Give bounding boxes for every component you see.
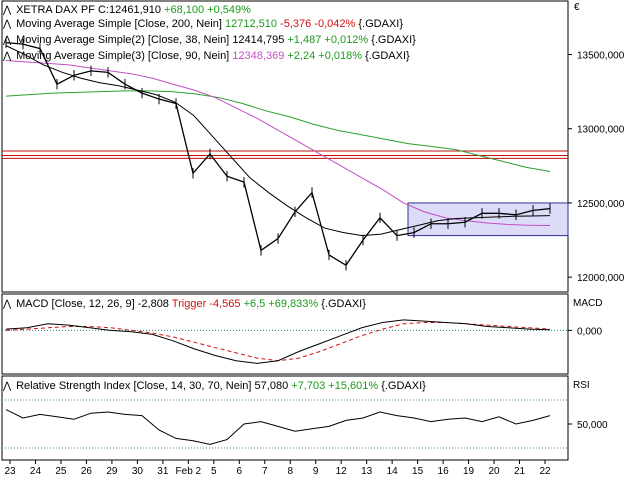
rsi-value: 57,080 xyxy=(254,380,289,392)
macd-trigger-pct: +69,833% xyxy=(268,298,319,310)
x-tick-label: 15 xyxy=(412,466,424,477)
x-tick-label: 16 xyxy=(438,466,450,477)
x-tick-label: 30 xyxy=(132,466,144,477)
ma38-change: +1,487 xyxy=(287,34,322,46)
ma200-symbol: {.GDAXI} xyxy=(358,18,403,30)
price-tick-label: 12500,000 xyxy=(577,199,625,210)
x-tick-label: 5 xyxy=(211,466,217,477)
macd-trigger-value: -4,565 xyxy=(209,298,241,310)
x-tick-label: 20 xyxy=(488,466,500,477)
rsi-symbol: {.GDAXI} xyxy=(381,380,426,392)
macd-trigger-line xyxy=(5,321,551,362)
rsi-line xyxy=(5,409,551,445)
x-tick-label: 25 xyxy=(55,466,67,477)
instrument-name: XETRA DAX PF xyxy=(16,4,95,16)
ma90-symbol: {.GDAXI} xyxy=(365,50,410,62)
macd-axis-title: MACD xyxy=(573,298,603,309)
ma200-change: -5,376 xyxy=(280,18,312,30)
rsi-legend[interactable]: ⋀ Relative Strength Index [Close, 14, 30… xyxy=(3,378,426,395)
ma200-label: Moving Average Simple [Close, 200, Nein] xyxy=(16,18,222,30)
price-tick-label: 12000,000 xyxy=(577,273,625,284)
x-tick-label: 14 xyxy=(387,466,399,477)
ma200-legend[interactable]: ⋀ Moving Average Simple [Close, 200, Nei… xyxy=(3,16,403,33)
rsi-label: Relative Strength Index [Close, 14, 30, … xyxy=(16,380,252,392)
instrument-change-pct: +0,549% xyxy=(207,4,251,16)
line-style-icon: ⋀ xyxy=(3,51,12,62)
x-tick-label: 21 xyxy=(514,466,526,477)
ma38-label: Moving Average Simple(2) [Close, 38, Nei… xyxy=(16,34,230,46)
ma200-value: 12712,510 xyxy=(224,18,277,30)
macd-panel-frame xyxy=(1,293,569,375)
x-tick-label: 12 xyxy=(336,466,348,477)
x-tick-label: 7 xyxy=(262,466,268,477)
price-panel-frame xyxy=(1,0,569,293)
macd-symbol: {.GDAXI} xyxy=(321,298,366,310)
range-box xyxy=(407,202,569,237)
rsi-change-pct: +15,601% xyxy=(328,380,379,392)
line-style-icon: ⋀ xyxy=(3,5,12,16)
ma90-line xyxy=(5,59,551,227)
instrument-change: +68,100 xyxy=(164,4,205,16)
x-tick-label: 29 xyxy=(106,466,118,477)
x-tick-label: 19 xyxy=(463,466,475,477)
ma90-value: 12348,369 xyxy=(232,50,285,62)
rsi-axis-title: RSI xyxy=(573,380,590,391)
rsi-tick-label: 50,000 xyxy=(577,420,608,431)
x-tick-label: 23 xyxy=(4,466,16,477)
ma90-change-pct: +0,018% xyxy=(318,50,363,62)
price-tick-label: 13000,000 xyxy=(577,125,625,136)
macd-legend[interactable]: ⋀ MACD [Close, 12, 26, 9] -2,808 Trigger… xyxy=(3,296,366,313)
instrument-close: C:12461,910 xyxy=(97,4,161,16)
x-tick-label: 24 xyxy=(30,466,42,477)
ma200-line xyxy=(5,90,551,172)
rsi-panel-frame xyxy=(1,375,569,461)
macd-trigger-change: +6,5 xyxy=(243,298,266,310)
price-tick-label: 13500,000 xyxy=(577,51,625,62)
ma38-symbol: {.GDAXI} xyxy=(371,34,416,46)
macd-line xyxy=(5,319,551,364)
macd-value: -2,808 xyxy=(137,298,169,310)
x-tick-label: 26 xyxy=(81,466,93,477)
x-tick-label: 13 xyxy=(361,466,373,477)
instrument-legend: ⋀ XETRA DAX PF C:12461,910 +68,100 +0,54… xyxy=(3,2,251,19)
ma38-line xyxy=(5,45,551,237)
x-tick-label: 9 xyxy=(313,466,319,477)
macd-trigger-label: Trigger xyxy=(171,298,207,310)
ma38-legend[interactable]: ⋀ Moving Average Simple(2) [Close, 38, N… xyxy=(3,32,416,49)
line-style-icon: ⋀ xyxy=(3,35,12,46)
macd-tick-label: 0,000 xyxy=(577,326,602,337)
x-tick-label: Feb 2 xyxy=(176,466,202,477)
ma90-change: +2,24 xyxy=(287,50,316,62)
x-tick-label: 31 xyxy=(157,466,169,477)
ma90-label: Moving Average Simple(3) [Close, 90, Nei… xyxy=(16,50,230,62)
ma38-value: 12414,795 xyxy=(232,34,285,46)
ma38-change-pct: +0,012% xyxy=(324,34,369,46)
x-tick-label: 22 xyxy=(539,466,551,477)
ma90-legend[interactable]: ⋀ Moving Average Simple(3) [Close, 90, N… xyxy=(3,48,410,65)
currency-label: € xyxy=(574,2,580,13)
line-style-icon: ⋀ xyxy=(3,381,12,392)
line-style-icon: ⋀ xyxy=(3,299,12,310)
x-tick-label: 8 xyxy=(287,466,293,477)
ma200-change-pct: -0,042% xyxy=(314,18,356,30)
macd-label: MACD [Close, 12, 26, 9] xyxy=(16,298,135,310)
x-tick-label: 6 xyxy=(237,466,243,477)
line-style-icon: ⋀ xyxy=(3,19,12,30)
rsi-change: +7,703 xyxy=(291,380,326,392)
